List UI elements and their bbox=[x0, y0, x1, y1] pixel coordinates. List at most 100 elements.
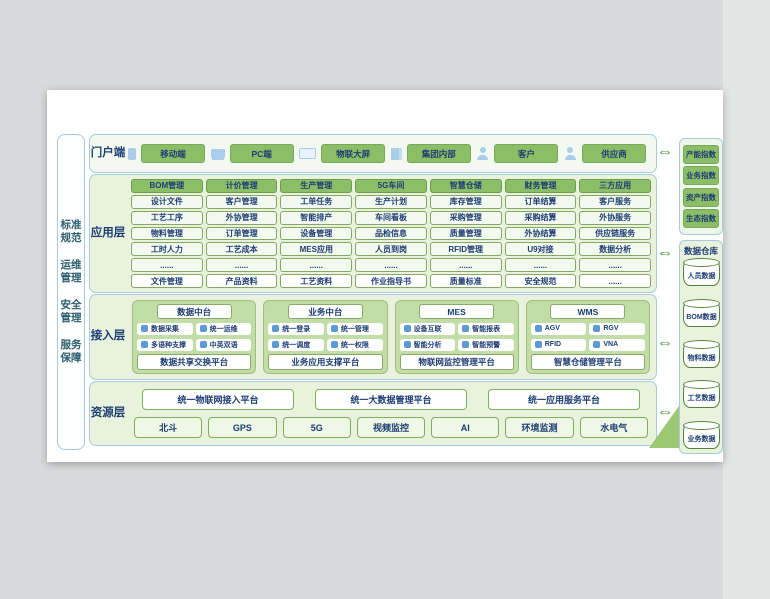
app-module-item: 质量管理 bbox=[429, 226, 502, 241]
middle-platform-capabilities: 设备互联 智能报表 智能分析 智能预警 bbox=[399, 322, 514, 351]
capability-pill-label: 统一权限 bbox=[340, 341, 369, 349]
app-module-item: U9对接 bbox=[504, 242, 577, 257]
sync-arrow-icon: ⇔ bbox=[656, 142, 674, 161]
application-module-column: 计价管理 客户管理 外协管理 订单管理 工艺成本...... 产品资料 bbox=[205, 179, 278, 289]
middle-platform-capabilities: AGV RGV RFID VNA bbox=[530, 322, 645, 351]
capability-pill: 设备互联 bbox=[399, 322, 456, 335]
database-cylinder: 业务数据 bbox=[683, 421, 720, 449]
unified-platform-button: 统一应用服务平台 bbox=[488, 388, 640, 410]
resource-item-button: 视频监控 bbox=[356, 417, 426, 439]
capability-pill-label: 统一运维 bbox=[209, 325, 238, 333]
data-warehouse-title: 数据仓库 bbox=[683, 246, 718, 256]
app-module-item: 数据分析 bbox=[579, 242, 652, 257]
portal-button-iot-screen: 物联大屏 bbox=[321, 144, 386, 163]
capability-pill-label: 统一调度 bbox=[282, 341, 311, 349]
portal-entry-pc: PC端 bbox=[210, 144, 294, 163]
middle-platform-group: 业务中台 统一登录 统一管理 统一调度 统一权限 业务应用支撑平台 bbox=[263, 300, 388, 374]
app-module-item: 客户管理 bbox=[205, 194, 278, 209]
capability-pill: 中英双语 bbox=[195, 338, 252, 351]
index-button: 资产指数 bbox=[683, 187, 719, 207]
bilingual-icon bbox=[199, 341, 207, 348]
sync-arrow-icon: ⇔ bbox=[656, 243, 674, 262]
customer-person-icon bbox=[476, 147, 489, 160]
capability-pill-label: 智能报表 bbox=[472, 325, 501, 333]
capability-pill-label: VNA bbox=[603, 341, 619, 348]
application-module-grid: BOM管理 设计文件 工艺工序 物料管理 工时人力...... 文件管理 计价管理 客… bbox=[131, 179, 652, 289]
capability-pill-label: 中英双语 bbox=[209, 341, 238, 349]
vna-icon bbox=[593, 341, 601, 348]
report-icon bbox=[462, 325, 470, 332]
access-groups: 数据中台 数据采集 统一运维 多语种支撑 中英双语 数据共享交换平台 业务中台 统一登… bbox=[126, 295, 656, 379]
data-warehouse-box: 数据仓库 人员数据 BOM数据 物料数据 工艺数据 业务数据 bbox=[679, 240, 723, 454]
access-layer-label: 接入层 bbox=[90, 330, 126, 343]
app-module-item: 智能排产 bbox=[280, 210, 353, 225]
capability-pill-label: RGV bbox=[603, 325, 619, 332]
app-module-item: 外协服务 bbox=[579, 210, 652, 225]
middle-platform-capabilities: 统一登录 统一管理统一调度 统一权限 bbox=[268, 322, 383, 351]
app-module-item: 设计文件 bbox=[131, 194, 203, 209]
capability-pill: 统一调度 bbox=[268, 338, 324, 351]
app-module-item: 工艺成本 bbox=[205, 242, 278, 257]
portal-entry-iot-screen: 物联大屏 bbox=[299, 144, 386, 163]
middle-platform-group: MES 设备互联 智能报表 智能分析 智能预警 物联网监控管理平台 bbox=[394, 300, 519, 374]
capability-pill: AGV bbox=[530, 322, 587, 335]
unified-platform-row: 统一物联网接入平台 统一大数据管理平台 统一应用服务平台 bbox=[134, 388, 648, 410]
app-module-header: BOM管理 bbox=[131, 179, 203, 193]
app-module-item: 设备管理 bbox=[280, 226, 353, 241]
app-module-footer: 安全规范 bbox=[504, 274, 577, 289]
index-button: 业务指数 bbox=[683, 166, 719, 186]
alert-icon bbox=[462, 341, 470, 348]
manage-icon bbox=[330, 325, 338, 332]
capability-pill: 统一运维 bbox=[195, 322, 252, 335]
index-button: 生态指数 bbox=[683, 209, 719, 229]
app-module-item: 订单结算 bbox=[504, 194, 577, 209]
capability-pill-label: 数据采集 bbox=[151, 325, 179, 333]
user-login-icon bbox=[272, 325, 280, 332]
app-module-item: 外协管理 bbox=[205, 210, 278, 225]
governance-rail-item: 服务保障 bbox=[60, 339, 82, 365]
architecture-diagram-sheet: 标准规范 运维管理 安全管理 服务保障 门户端 移动端 PC端 物联大屏 集团内部 bbox=[47, 90, 723, 462]
capability-pill: 数据采集 bbox=[137, 322, 193, 335]
database-cylinder: 物料数据 bbox=[683, 339, 720, 368]
middle-platform-footer: 数据共享交换平台 bbox=[137, 354, 252, 370]
app-module-item: ...... bbox=[205, 258, 278, 273]
capability-pill-label: 统一登录 bbox=[282, 325, 311, 333]
capability-pill: 统一登录 bbox=[268, 322, 324, 335]
app-module-item: RFID管理 bbox=[429, 242, 502, 257]
analysis-icon bbox=[403, 341, 411, 348]
app-module-item: 品检信息 bbox=[355, 226, 427, 241]
application-module-column: 财务管理 订单结算 采购结算 外协结算 U9对接...... 安全规范 bbox=[504, 179, 577, 289]
app-module-header: 生产管理 bbox=[280, 179, 353, 193]
app-module-item: 库存管理 bbox=[429, 194, 502, 209]
app-module-header: 5G车间 bbox=[355, 179, 427, 193]
capability-pill: 统一管理 bbox=[326, 322, 383, 335]
app-module-item: 工时人力 bbox=[131, 242, 203, 257]
portal-button-pc: PC端 bbox=[229, 144, 294, 163]
database-cylinder: 工艺数据 bbox=[683, 380, 720, 409]
portal-items: 移动端 PC端 物联大屏 集团内部 客户 供应商 bbox=[126, 135, 656, 172]
application-layer-panel: 应用层 BOM管理 设计文件 工艺工序 物料管理 工时人力...... 文件管理 计价… bbox=[89, 174, 657, 293]
resource-item-button: GPS bbox=[208, 417, 277, 439]
resource-item-button: 环境监测 bbox=[505, 417, 574, 439]
portal-entry-supplier: 供应商 bbox=[564, 144, 646, 163]
app-module-item: 工艺工序 bbox=[131, 210, 203, 225]
capability-pill: 智能分析 bbox=[399, 338, 456, 351]
application-layer-label: 应用层 bbox=[90, 226, 126, 239]
index-metrics-box: 产能指数 业务指数 资产指数 生态指数 bbox=[679, 138, 723, 235]
middle-platform-group: 数据中台 数据采集 统一运维 多语种支撑 中英双语 数据共享交换平台 bbox=[132, 300, 257, 374]
sync-arrow-icon: ⇔ bbox=[656, 333, 674, 352]
middle-platform-footer: 智慧仓储管理平台 bbox=[530, 354, 645, 370]
resource-item-row: 北斗 GPS 5G 视频监控 AI 环境监测 水电气 bbox=[134, 417, 648, 439]
capability-pill-label: 统一管理 bbox=[340, 325, 369, 333]
governance-rail-item: 安全管理 bbox=[60, 299, 82, 325]
governance-rail-item: 运维管理 bbox=[60, 258, 82, 284]
application-module-column: 智慧仓储 库存管理 采购管理 质量管理 RFID管理...... 质量标准 bbox=[429, 179, 502, 289]
application-module-column: 生产管理 工单任务 智能排产 设备管理 MES应用...... 工艺资料 bbox=[280, 179, 353, 289]
building-icon bbox=[390, 147, 402, 160]
rfid-icon bbox=[534, 341, 542, 348]
app-module-item: 外协结算 bbox=[504, 226, 577, 241]
capability-pill-label: RFID bbox=[544, 341, 562, 348]
app-module-item: ...... bbox=[504, 258, 577, 273]
portal-layer-panel: 门户端 移动端 PC端 物联大屏 集团内部 客户 bbox=[89, 134, 657, 173]
resource-layer-label: 资源层 bbox=[90, 406, 126, 419]
